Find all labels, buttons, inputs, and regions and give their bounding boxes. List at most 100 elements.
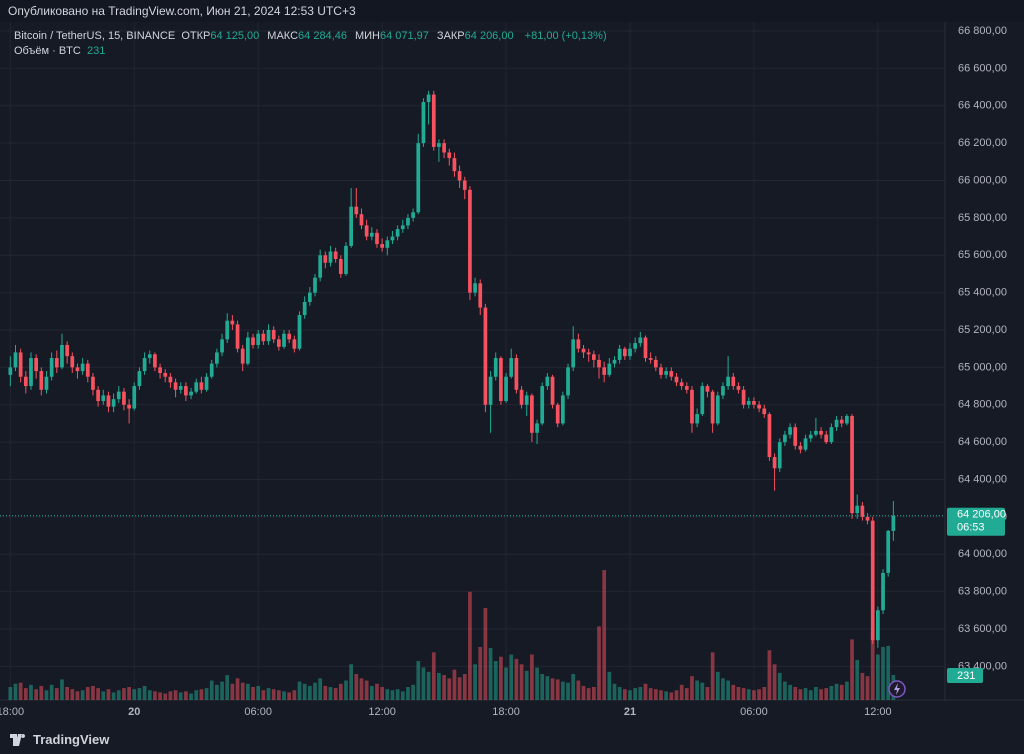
candle-body xyxy=(514,358,519,390)
candle-body xyxy=(566,367,570,396)
volume-bar xyxy=(483,608,488,700)
candle-body xyxy=(116,391,121,400)
footer: TradingView xyxy=(10,732,109,747)
candle-body xyxy=(307,292,312,302)
volume-bar xyxy=(437,672,441,700)
volume-bar xyxy=(189,693,193,700)
candle-body xyxy=(49,358,54,377)
candle-body xyxy=(442,143,446,153)
volume-bar xyxy=(215,684,219,700)
volume-bar xyxy=(700,682,705,700)
volume-bar xyxy=(545,676,550,700)
volume-bar xyxy=(271,689,276,700)
candle-body xyxy=(622,348,627,357)
volume-bar xyxy=(834,683,839,700)
candle-body xyxy=(338,258,343,274)
candle-body xyxy=(266,330,271,342)
y-tick-label: 63 600,00 xyxy=(958,623,1007,635)
volume-bar xyxy=(163,693,168,700)
volume-bar xyxy=(127,687,131,700)
volume-bar xyxy=(96,688,100,700)
candle-body xyxy=(576,339,581,349)
volume-bar xyxy=(628,690,632,700)
volume-bar xyxy=(282,691,286,700)
volume-bar xyxy=(457,677,462,700)
candle-body xyxy=(643,337,648,359)
volume-bar xyxy=(54,688,59,700)
candle-body xyxy=(814,430,818,435)
volume-bar xyxy=(777,672,782,700)
volume-bar xyxy=(881,646,885,700)
candle-body xyxy=(323,255,328,263)
volume-bar xyxy=(829,685,834,700)
volume-bar xyxy=(664,691,669,700)
candle-body xyxy=(638,337,643,344)
candle-body xyxy=(736,386,741,390)
candle-body xyxy=(865,516,870,521)
candle-body xyxy=(106,395,111,407)
volume-bar xyxy=(705,687,710,700)
volume-bar xyxy=(287,692,292,700)
volume-bar xyxy=(607,671,612,700)
volume-bar xyxy=(576,680,581,700)
volume-bar xyxy=(302,683,307,700)
candle-body xyxy=(194,382,199,392)
ohlc-value: 64 071,97 xyxy=(379,30,429,42)
volume-bar xyxy=(493,661,498,700)
candle-body xyxy=(54,358,59,368)
volume-bar xyxy=(824,688,829,700)
candle-body xyxy=(860,505,865,517)
volume-bar xyxy=(447,678,452,700)
candle-body xyxy=(132,386,137,409)
volume-bar xyxy=(555,679,560,700)
candle-body xyxy=(297,315,302,349)
candle-body xyxy=(777,442,782,469)
volume-legend: Объём · BTC 231 xyxy=(14,45,113,57)
volume-bar xyxy=(23,688,28,700)
volume-bar xyxy=(313,682,317,700)
candle-body xyxy=(674,376,679,383)
candle-body xyxy=(690,389,694,424)
y-tick-label: 64 400,00 xyxy=(958,473,1007,485)
candle-body xyxy=(142,358,147,372)
volume-bar xyxy=(870,635,875,700)
volume-bar xyxy=(158,692,162,700)
candle-body xyxy=(127,404,131,409)
candle-body xyxy=(462,180,467,190)
last-price-label: 64 206,00 xyxy=(957,509,1006,521)
volume-bar xyxy=(762,687,767,700)
volume-bar xyxy=(29,684,33,700)
volume-bar xyxy=(726,680,730,700)
candle-body xyxy=(184,386,188,396)
volume-bar xyxy=(566,682,570,700)
candle-body xyxy=(731,376,736,387)
candle-body xyxy=(493,358,498,377)
brand: TradingView xyxy=(33,732,110,747)
volume-bar xyxy=(731,684,736,700)
candle-body xyxy=(395,229,400,237)
candle-body xyxy=(679,382,684,387)
volume-bar xyxy=(91,685,95,700)
candle-body xyxy=(721,386,725,396)
candle-body xyxy=(261,333,266,342)
candle-body xyxy=(669,371,674,377)
candle-body xyxy=(695,414,699,424)
volume-bar xyxy=(240,682,245,700)
candle-body xyxy=(715,395,720,424)
candle-body xyxy=(8,367,13,375)
candle-body xyxy=(29,358,33,387)
y-tick-label: 65 600,00 xyxy=(958,249,1007,261)
volume-bar xyxy=(225,675,230,700)
candle-body xyxy=(380,244,384,248)
volume-bar xyxy=(721,678,725,700)
volume-bar xyxy=(622,689,627,700)
candle-body xyxy=(163,372,168,377)
candle-body xyxy=(457,171,462,181)
volume-bar xyxy=(292,690,297,700)
x-tick-label: 21 xyxy=(624,706,636,718)
candle-body xyxy=(318,255,323,278)
candle-body xyxy=(772,457,777,469)
candle-body xyxy=(648,358,653,360)
volume-bar xyxy=(333,688,338,700)
